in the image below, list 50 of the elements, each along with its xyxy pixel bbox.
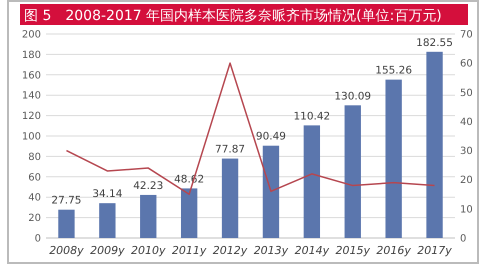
bar (99, 203, 116, 238)
x-tick-label: 2011y (172, 244, 207, 257)
bar (58, 210, 75, 238)
data-label: 90.49 (256, 130, 286, 143)
x-tick-label: 2008y (49, 244, 84, 257)
x-tick-label: 2014y (294, 244, 330, 257)
data-label: 130.09 (334, 90, 372, 102)
y2-tick-label: 20 (460, 175, 473, 186)
y2-tick-label: 50 (460, 88, 473, 99)
y-tick-label: 20 (28, 213, 41, 224)
bar (222, 158, 238, 238)
bar (426, 52, 443, 238)
x-tick-label: 2013y (254, 244, 289, 257)
bar (262, 146, 280, 238)
x-tick-label: 2010y (130, 244, 166, 257)
data-label: 155.26 (375, 64, 412, 77)
y-tick-label: 80 (28, 152, 41, 163)
y2-tick-label: 0 (460, 234, 466, 244)
bar (304, 125, 320, 238)
y2-tick-label: 10 (460, 204, 473, 216)
y2-tick-label: 60 (460, 58, 473, 70)
x-tick-label: 2015y (335, 244, 370, 257)
chart-title: 图 5 2008-2017 年国内样本医院多奈哌齐市场情况(单位:百万元) (24, 8, 442, 24)
x-tick-label: 2016y (376, 244, 412, 257)
data-label: 110.42 (293, 110, 330, 122)
y-tick-label: 0 (34, 234, 41, 244)
bar (180, 188, 198, 238)
y-tick-label: 40 (28, 192, 41, 204)
data-label: 77.87 (215, 144, 246, 156)
y-tick-label: 180 (22, 50, 41, 61)
y-tick-label: 60 (28, 172, 41, 184)
x-tick-label: 2009y (90, 244, 126, 257)
y-tick-label: 160 (22, 70, 41, 82)
y-tick-label: 200 (22, 30, 41, 40)
data-label: 34.14 (92, 188, 123, 200)
y2-tick-label: 30 (460, 146, 473, 158)
y-tick-label: 140 (22, 90, 41, 102)
y2-tick-label: 40 (460, 116, 473, 128)
bar (344, 105, 361, 238)
data-label: 182.55 (416, 36, 453, 49)
x-tick-label: 2017y (417, 244, 452, 257)
bar (385, 80, 402, 238)
line-series (66, 62, 436, 196)
y2-tick-label: 70 (460, 30, 473, 40)
x-tick-label: 2012y (212, 244, 248, 257)
data-label: 42.23 (133, 180, 164, 192)
y-tick-label: 100 (22, 132, 41, 142)
y-tick-label: 120 (22, 111, 41, 122)
bar (140, 194, 156, 238)
data-label: 27.75 (51, 194, 82, 207)
